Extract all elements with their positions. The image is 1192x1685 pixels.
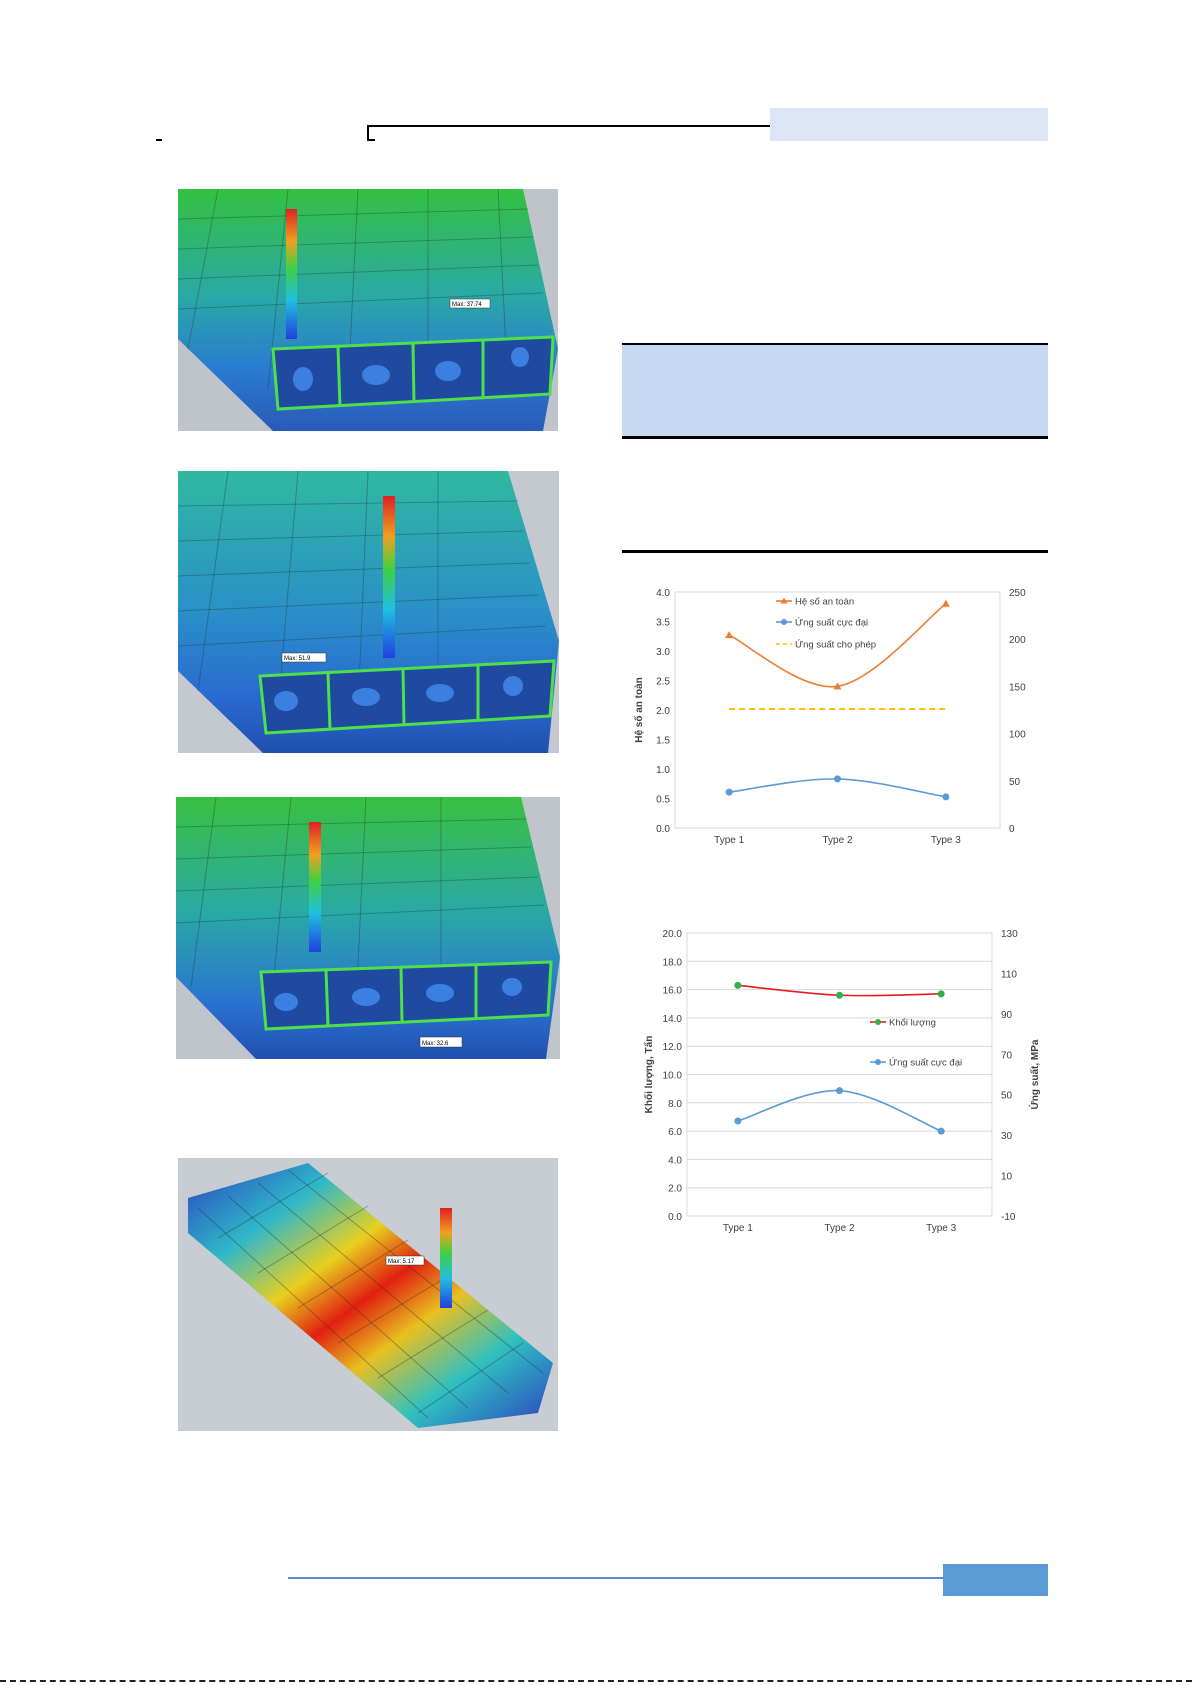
legend-label: Ứng suất cho phép <box>795 640 876 651</box>
y-tick-label: 4.0 <box>656 588 670 599</box>
y2-tick-label: -10 <box>1001 1212 1016 1223</box>
y-tick-label: 12.0 <box>663 1042 683 1053</box>
figure-1-label: Max: 37.74 <box>452 302 482 308</box>
y-tick-label: 3.5 <box>656 618 670 629</box>
y-tick-label: 4.0 <box>668 1155 682 1166</box>
chart-1-svg: 0.0 0.5 1.0 1.5 2.0 2.5 3.0 3.5 4.0 0 50 100 150 200 2… <box>633 588 1026 846</box>
data-point <box>941 599 950 607</box>
data-point <box>836 991 843 999</box>
data-point <box>937 1127 945 1135</box>
y2-tick-label: 110 <box>1001 969 1017 980</box>
y-tick-label: 0.5 <box>656 795 670 806</box>
header-rule-stub <box>367 139 375 141</box>
y2-tick-label: 200 <box>1009 635 1026 646</box>
data-point <box>734 1117 742 1125</box>
page-bottom-dash <box>0 1680 1192 1682</box>
header-title-box <box>770 108 1048 141</box>
header-rule-step <box>367 125 369 140</box>
y-tick-label: 1.5 <box>656 736 670 747</box>
legend-label: Hệ số an toàn <box>795 597 854 608</box>
plot-frame <box>674 591 1001 829</box>
y-tick-label: 2.0 <box>656 706 670 717</box>
footer-page-box <box>943 1564 1048 1596</box>
y-tick-label: 0.0 <box>668 1212 682 1223</box>
y2-tick-label: 50 <box>1001 1091 1013 1102</box>
y-tick-label: 10.0 <box>663 1071 683 1082</box>
plot-frame <box>686 932 993 1217</box>
x-tick-label: Type 3 <box>926 1223 956 1234</box>
y-tick-label: 18.0 <box>663 957 683 968</box>
x-tick-label: Type 1 <box>714 835 744 846</box>
table-bottom-rule <box>622 550 1048 553</box>
legend-marker <box>781 619 787 625</box>
header-rule <box>367 125 770 127</box>
y-tick-label: 1.0 <box>656 765 670 776</box>
legend-marker <box>780 597 788 604</box>
y2-tick-label: 50 <box>1009 777 1021 788</box>
x-tick-label: Type 1 <box>723 1223 753 1234</box>
y-axis-label: Khối lượng, Tấn <box>643 1036 655 1114</box>
table-header-box <box>622 343 1048 439</box>
data-point <box>734 981 742 989</box>
header-tick <box>156 139 162 141</box>
legend-label: Ứng suất cực đại <box>795 618 868 629</box>
y-tick-label: 20.0 <box>663 929 683 940</box>
y2-tick-label: 250 <box>1009 588 1026 599</box>
y-tick-label: 6.0 <box>668 1127 682 1138</box>
y-tick-label: 2.5 <box>656 677 670 688</box>
data-point <box>725 631 734 639</box>
legend-marker <box>875 1059 881 1065</box>
chart-mass-stress: 0.0 2.0 4.0 6.0 8.0 10.0 12.0 14.0 16.0 18.0 20.0 -… <box>640 918 1050 1248</box>
y-tick-label: 8.0 <box>668 1099 682 1110</box>
data-point <box>834 775 841 783</box>
legend-label: Ứng suất cực đại <box>889 1058 962 1069</box>
fem-stress-plot-1: Max: 37.74 <box>178 189 558 431</box>
legend-marker <box>875 1019 881 1025</box>
chart-2-svg: 0.0 2.0 4.0 6.0 8.0 10.0 12.0 14.0 16.0 18.0 20.0 -… <box>643 929 1041 1234</box>
x-tick-label: Type 3 <box>931 835 961 846</box>
footer-rule <box>288 1577 943 1579</box>
y2-tick-label: 70 <box>1001 1050 1013 1061</box>
fem-stress-plot-2: Max: 51.9 <box>178 471 559 753</box>
x-tick-label: Type 2 <box>822 835 852 846</box>
data-point <box>836 1087 843 1095</box>
y2-axis-label: Ứng suất, MPa <box>1028 1039 1041 1109</box>
y-tick-label: 3.0 <box>656 647 670 658</box>
y-tick-label: 2.0 <box>668 1184 682 1195</box>
figure-2-label: Max: 51.9 <box>284 656 311 662</box>
y2-tick-label: 30 <box>1001 1131 1013 1142</box>
data-point <box>937 990 945 998</box>
x-tick-label: Type 2 <box>824 1223 854 1234</box>
data-point <box>725 788 733 796</box>
chart-safety-factor: 0.0 0.5 1.0 1.5 2.0 2.5 3.0 3.5 4.0 0 50 100 150 200 2… <box>630 580 1040 850</box>
y2-tick-label: 90 <box>1001 1010 1013 1021</box>
series-line-1 <box>737 1089 942 1132</box>
figure-3-label: Max: 32.6 <box>422 1041 449 1047</box>
y-axis-label: Hệ số an toàn <box>633 677 645 743</box>
fem-stress-plot-3: Max: 32.6 <box>176 797 560 1059</box>
y2-tick-label: 130 <box>1001 929 1018 940</box>
y2-tick-label: 100 <box>1009 730 1026 741</box>
fem-displacement-plot: Max: 5.17 <box>178 1158 558 1431</box>
y2-tick-label: 150 <box>1009 682 1026 693</box>
data-point <box>833 682 842 690</box>
figure-4-label: Max: 5.17 <box>388 1259 415 1265</box>
legend-label: Khối lượng <box>889 1018 936 1029</box>
y2-tick-label: 10 <box>1001 1172 1013 1183</box>
y2-tick-label: 0 <box>1009 824 1015 835</box>
data-point <box>942 793 950 801</box>
y-tick-label: 16.0 <box>663 986 683 997</box>
y-tick-label: 0.0 <box>656 824 670 835</box>
y-tick-label: 14.0 <box>663 1014 683 1025</box>
